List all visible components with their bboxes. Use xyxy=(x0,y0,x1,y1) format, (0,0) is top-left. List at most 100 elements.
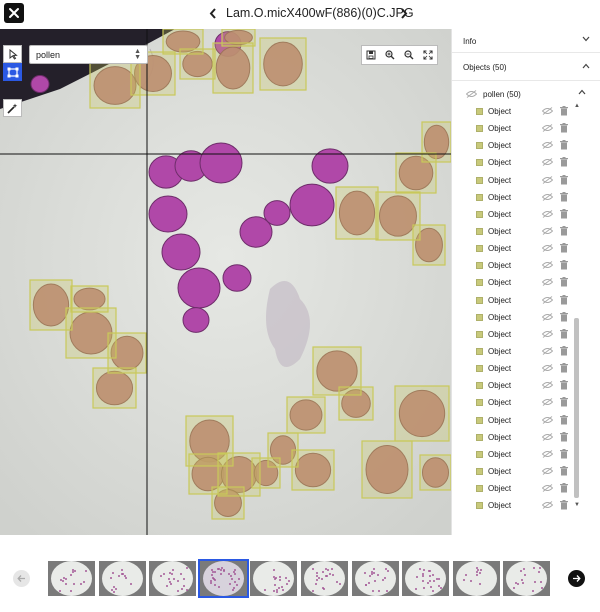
image-thumbnail[interactable] xyxy=(452,561,500,596)
annotation-box[interactable] xyxy=(259,37,307,91)
previous-image-button[interactable] xyxy=(207,6,219,20)
image-thumbnail[interactable] xyxy=(98,561,146,596)
object-list-item[interactable]: Object xyxy=(476,309,576,326)
trash-icon[interactable] xyxy=(560,397,568,407)
pointer-tool-button[interactable] xyxy=(3,45,22,63)
object-list-item[interactable]: Object xyxy=(476,497,576,514)
object-list-item[interactable]: Object xyxy=(476,292,576,309)
magic-wand-tool-button[interactable] xyxy=(3,99,22,117)
object-list-scrollbar[interactable]: ▲ ▼ xyxy=(574,103,580,508)
object-list-item[interactable]: Object xyxy=(476,154,576,171)
image-thumbnail[interactable] xyxy=(503,561,551,596)
trash-icon[interactable] xyxy=(560,243,568,253)
image-thumbnail[interactable] xyxy=(301,561,348,596)
trash-icon[interactable] xyxy=(560,465,568,476)
annotation-box[interactable] xyxy=(419,454,451,491)
eye-hidden-icon[interactable] xyxy=(542,261,553,270)
trash-icon[interactable] xyxy=(560,208,568,219)
annotation-box[interactable] xyxy=(412,224,446,266)
image-thumbnail[interactable] xyxy=(250,561,298,596)
trash-icon[interactable] xyxy=(560,363,568,373)
object-list-item[interactable]: Object xyxy=(476,120,576,137)
eye-hidden-icon[interactable] xyxy=(542,449,553,458)
object-list-item[interactable]: Object xyxy=(476,274,576,291)
object-list-item[interactable]: Object xyxy=(476,394,576,411)
annotation-box[interactable] xyxy=(162,29,204,55)
trash-icon[interactable] xyxy=(560,431,568,442)
eye-hidden-icon[interactable] xyxy=(542,209,553,218)
annotation-box[interactable] xyxy=(291,449,335,491)
eye-hidden-icon[interactable] xyxy=(542,312,553,321)
trash-icon[interactable] xyxy=(560,106,568,116)
annotation-box[interactable] xyxy=(29,279,73,331)
trash-icon[interactable] xyxy=(560,174,568,185)
object-list-item[interactable]: Object xyxy=(476,377,576,394)
object-list-item[interactable]: Object xyxy=(476,343,576,360)
object-list-item[interactable]: Object xyxy=(476,429,576,446)
image-thumbnail[interactable] xyxy=(402,561,450,596)
annotation-box[interactable] xyxy=(217,452,261,497)
eye-hidden-icon[interactable] xyxy=(466,90,477,98)
object-list-item[interactable]: Object xyxy=(476,172,576,189)
annotation-box[interactable] xyxy=(185,415,234,467)
objects-section-header[interactable]: Objects (50) xyxy=(452,53,600,81)
image-thumbnail[interactable] xyxy=(351,561,399,596)
trash-icon[interactable] xyxy=(560,225,568,236)
class-select[interactable]: pollen ▲ ▼ xyxy=(29,45,148,64)
object-list-item[interactable]: Object xyxy=(476,463,576,480)
scroll-down-icon[interactable]: ▼ xyxy=(574,502,580,508)
object-list-item[interactable]: Object xyxy=(476,103,576,120)
annotation-box[interactable] xyxy=(361,440,413,499)
eye-hidden-icon[interactable] xyxy=(542,484,553,492)
trash-icon[interactable] xyxy=(560,123,568,133)
object-list-item[interactable]: Object xyxy=(476,446,576,463)
object-list-item[interactable]: Object xyxy=(476,412,576,429)
eye-hidden-icon[interactable] xyxy=(542,467,553,475)
eye-hidden-icon[interactable] xyxy=(542,124,553,132)
annotation-box[interactable] xyxy=(212,42,254,94)
eye-hidden-icon[interactable] xyxy=(542,398,553,407)
trash-icon[interactable] xyxy=(560,140,568,150)
object-list-item[interactable]: Object xyxy=(476,326,576,343)
annotation-box[interactable] xyxy=(395,152,437,194)
class-group-pollen[interactable]: pollen (50) xyxy=(466,87,586,101)
trash-icon[interactable] xyxy=(560,448,568,459)
annotation-box[interactable] xyxy=(92,367,137,409)
bounding-box-tool-button[interactable] xyxy=(3,63,22,81)
next-image-button[interactable] xyxy=(398,6,410,20)
eye-hidden-icon[interactable] xyxy=(542,141,553,150)
zoom-in-button[interactable] xyxy=(383,48,397,62)
object-list-item[interactable]: Object xyxy=(476,189,576,206)
zoom-out-button[interactable] xyxy=(402,48,416,62)
scroll-thumb[interactable] xyxy=(574,318,579,498)
trash-icon[interactable] xyxy=(560,414,568,425)
eye-hidden-icon[interactable] xyxy=(542,227,553,235)
trash-icon[interactable] xyxy=(560,260,568,270)
filmstrip-next-button[interactable] xyxy=(568,570,585,587)
annotation-box[interactable] xyxy=(394,385,450,442)
trash-icon[interactable] xyxy=(560,328,568,339)
filmstrip-prev-button[interactable] xyxy=(13,570,30,587)
object-list-item[interactable]: Object xyxy=(476,360,576,377)
trash-icon[interactable] xyxy=(560,500,568,510)
object-list-item[interactable]: Object xyxy=(476,137,576,154)
info-section-header[interactable]: Info xyxy=(452,29,600,53)
annotation-box[interactable] xyxy=(221,29,256,47)
trash-icon[interactable] xyxy=(560,345,568,356)
image-thumbnail[interactable] xyxy=(48,561,95,596)
save-button[interactable] xyxy=(364,48,378,62)
trash-icon[interactable] xyxy=(560,483,568,493)
image-canvas[interactable]: pollen ▲ ▼ xyxy=(0,29,451,535)
annotation-box[interactable] xyxy=(335,186,379,240)
eye-hidden-icon[interactable] xyxy=(542,415,553,424)
close-button[interactable] xyxy=(4,3,24,23)
eye-hidden-icon[interactable] xyxy=(542,329,553,338)
annotation-box[interactable] xyxy=(211,486,245,520)
image-thumbnail[interactable] xyxy=(149,561,197,596)
fit-screen-button[interactable] xyxy=(421,48,435,62)
eye-hidden-icon[interactable] xyxy=(542,278,553,287)
object-list-item[interactable]: Object xyxy=(476,240,576,257)
annotation-box[interactable] xyxy=(70,285,109,313)
trash-icon[interactable] xyxy=(560,294,568,305)
eye-hidden-icon[interactable] xyxy=(542,175,553,184)
